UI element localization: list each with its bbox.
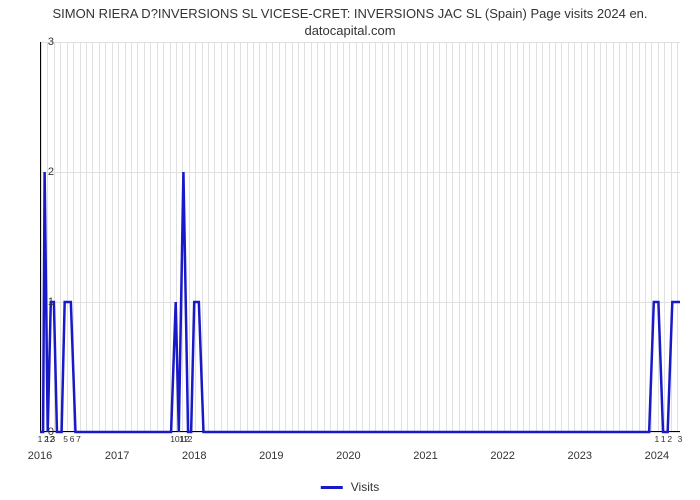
legend-swatch [321, 486, 343, 489]
xtick-major-label: 2020 [336, 450, 360, 462]
xtick-major-label: 2023 [568, 450, 592, 462]
xtick-major-label: 2018 [182, 450, 206, 462]
xtick-minor-label: 5 [63, 434, 68, 444]
xtick-minor-label: 12 [183, 434, 192, 444]
xtick-minor-label: 2 [667, 434, 672, 444]
xtick-minor-label: 1 [38, 434, 43, 444]
ytick-label: 1 [34, 296, 54, 308]
xtick-major-label: 2017 [105, 450, 129, 462]
xtick-minor-label: 3 [51, 434, 56, 444]
xtick-major-label: 2022 [490, 450, 514, 462]
xtick-major-label: 2016 [28, 450, 52, 462]
xtick-major-label: 2019 [259, 450, 283, 462]
ytick-label: 3 [34, 36, 54, 48]
xtick-minor-label: 7 [76, 434, 81, 444]
visits-line [40, 172, 680, 432]
chart-area [40, 42, 680, 432]
xtick-major-label: 2021 [413, 450, 437, 462]
xtick-major-label: 2024 [645, 450, 669, 462]
data-line [40, 42, 680, 432]
xtick-minor-label: 1 [661, 434, 666, 444]
xtick-minor-label: 3 [678, 434, 683, 444]
chart-title: SIMON RIERA D?INVERSIONS SL VICESE-CRET:… [0, 0, 700, 42]
legend: Visits [321, 480, 379, 494]
ytick-label: 2 [34, 166, 54, 178]
legend-label: Visits [351, 480, 379, 494]
xtick-minor-label: 1 [654, 434, 659, 444]
xtick-minor-label: 6 [70, 434, 75, 444]
